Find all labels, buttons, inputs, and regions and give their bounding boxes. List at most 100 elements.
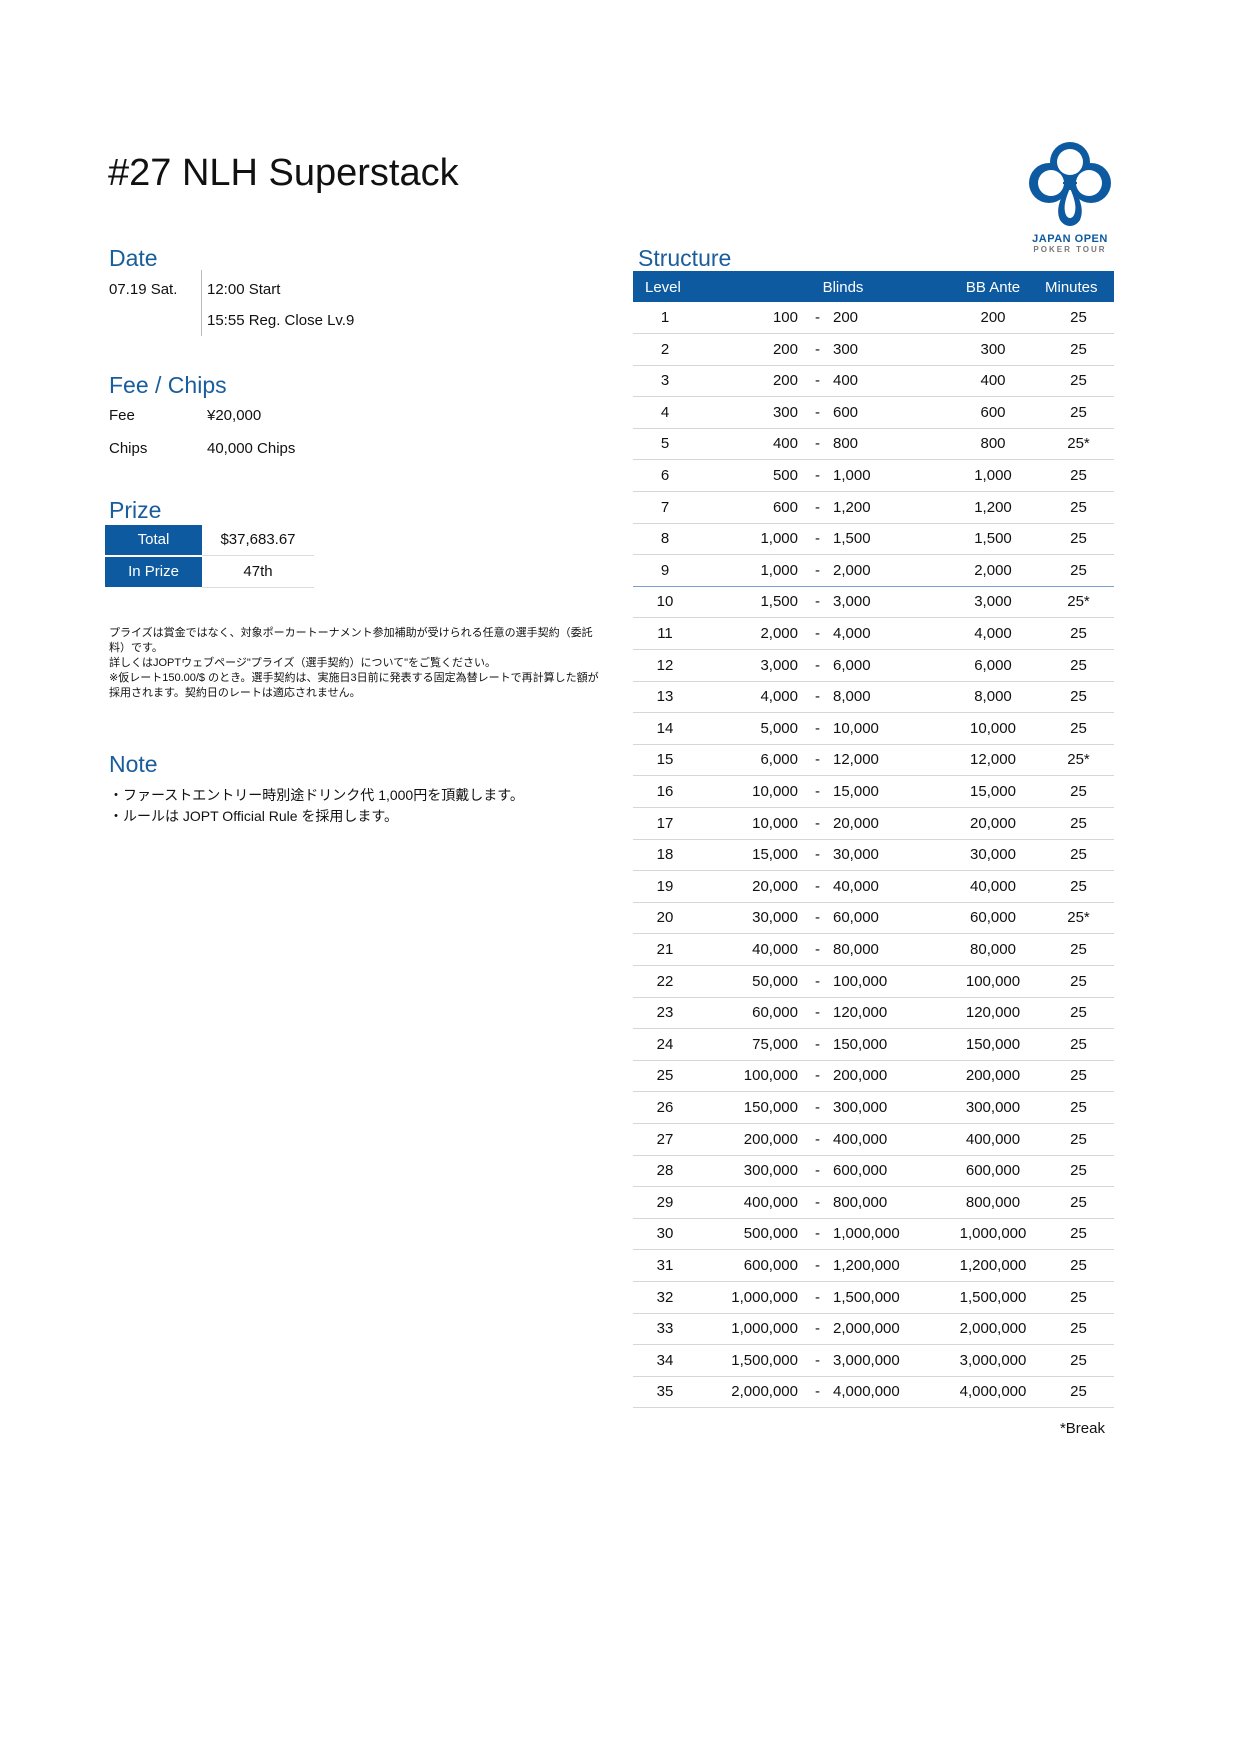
blind-separator: - bbox=[815, 403, 820, 421]
bb-ante: 2,000 bbox=[974, 561, 1012, 579]
small-blind: 100,000 bbox=[743, 1067, 798, 1085]
level: 6 bbox=[660, 467, 670, 484]
table-row: 19 20,000-40,000 40,000 25 bbox=[633, 871, 1114, 903]
small-blind: 1,000,000 bbox=[731, 1288, 798, 1306]
bb-ante: 1,200 bbox=[974, 498, 1012, 516]
level: 17 bbox=[656, 814, 674, 832]
minutes: 25 bbox=[1070, 783, 1087, 800]
minutes: 25 bbox=[1070, 625, 1087, 642]
bb-ante: 600 bbox=[980, 403, 1006, 421]
table-row: 6 500-1,000 1,000 25 bbox=[633, 460, 1114, 492]
bb-ante: 1,200,000 bbox=[959, 1257, 1027, 1274]
level: 34 bbox=[656, 1351, 674, 1369]
minutes: 25 bbox=[1070, 1067, 1087, 1085]
big-blind: 800,000 bbox=[833, 1193, 888, 1211]
structure-table-header: Level Blinds BB Ante Minutes bbox=[633, 271, 1114, 302]
level: 16 bbox=[656, 783, 674, 800]
blind-separator: - bbox=[815, 593, 820, 611]
level: 31 bbox=[656, 1257, 674, 1274]
level: 19 bbox=[656, 877, 674, 895]
jopt-logo: JAPAN OPEN POKER TOUR bbox=[1025, 138, 1115, 254]
level: 22 bbox=[656, 972, 674, 990]
small-blind: 60,000 bbox=[752, 1004, 798, 1022]
bb-ante: 40,000 bbox=[970, 877, 1016, 895]
date-divider bbox=[201, 270, 202, 336]
big-blind: 1,500 bbox=[833, 530, 871, 548]
minutes: 25 bbox=[1070, 1099, 1087, 1116]
fee-label: Fee bbox=[109, 407, 135, 424]
chips-value: 40,000 Chips bbox=[207, 440, 296, 457]
level: 27 bbox=[656, 1130, 674, 1148]
bb-ante: 150,000 bbox=[965, 1035, 1021, 1053]
blind-separator: - bbox=[815, 814, 820, 832]
blind-separator: - bbox=[815, 846, 820, 864]
small-blind: 10,000 bbox=[752, 814, 798, 832]
bb-ante: 1,000 bbox=[974, 467, 1012, 484]
bb-ante: 400 bbox=[980, 372, 1006, 390]
level: 18 bbox=[656, 846, 674, 864]
blind-separator: - bbox=[815, 688, 820, 706]
table-row: 11 2,000-4,000 4,000 25 bbox=[633, 618, 1114, 650]
total-value: $37,683.67 bbox=[202, 525, 314, 556]
bb-ante: 2,000,000 bbox=[959, 1320, 1027, 1338]
big-blind: 3,000,000 bbox=[833, 1351, 900, 1369]
big-blind: 60,000 bbox=[833, 909, 879, 927]
blind-separator: - bbox=[815, 877, 820, 895]
small-blind: 500 bbox=[772, 467, 798, 484]
table-row: 21 40,000-80,000 80,000 25 bbox=[633, 934, 1114, 966]
big-blind: 1,000,000 bbox=[833, 1225, 900, 1243]
big-blind: 200,000 bbox=[833, 1067, 888, 1085]
big-blind: 1,200,000 bbox=[833, 1257, 900, 1274]
table-row: 17 10,000-20,000 20,000 25 bbox=[633, 808, 1114, 840]
blind-separator: - bbox=[815, 1035, 820, 1053]
minutes: 25 bbox=[1070, 1288, 1087, 1306]
table-row: 4 300-600 600 25 bbox=[633, 397, 1114, 429]
small-blind: 20,000 bbox=[752, 877, 798, 895]
big-blind: 150,000 bbox=[833, 1035, 888, 1053]
reg-close: 15:55 Reg. Close Lv.9 bbox=[207, 312, 355, 329]
small-blind: 10,000 bbox=[752, 783, 798, 800]
blind-separator: - bbox=[815, 561, 820, 579]
table-row: 3 200-400 400 25 bbox=[633, 365, 1114, 398]
start-time: 12:00 Start bbox=[207, 281, 281, 298]
big-blind: 4,000 bbox=[833, 625, 871, 642]
blind-separator: - bbox=[815, 1257, 820, 1274]
big-blind: 3,000 bbox=[833, 593, 871, 611]
small-blind: 1,000,000 bbox=[731, 1320, 798, 1338]
level: 3 bbox=[660, 372, 670, 390]
big-blind: 600 bbox=[833, 403, 859, 421]
bb-ante: 120,000 bbox=[965, 1004, 1021, 1022]
big-blind: 400 bbox=[833, 372, 859, 390]
total-label: Total bbox=[105, 525, 202, 555]
chips-label: Chips bbox=[109, 440, 148, 457]
table-row: 32 1,000,000-1,500,000 1,500,000 25 bbox=[633, 1282, 1114, 1314]
table-row: 35 2,000,000-4,000,000 4,000,000 25 bbox=[633, 1376, 1114, 1409]
minutes: 25 bbox=[1070, 1162, 1087, 1180]
small-blind: 200 bbox=[772, 340, 798, 358]
small-blind: 15,000 bbox=[752, 846, 798, 864]
minutes: 25 bbox=[1070, 1320, 1087, 1338]
big-blind: 80,000 bbox=[833, 941, 879, 958]
table-row: 5 400-800 800 25* bbox=[633, 428, 1114, 461]
minutes: 25 bbox=[1070, 719, 1087, 737]
table-row: 26 150,000-300,000 300,000 25 bbox=[633, 1092, 1114, 1124]
disclaimer-line: ※仮レート150.00/$ のとき。選手契約は、実施日3日前に発表する固定為替レ… bbox=[109, 672, 599, 699]
level: 26 bbox=[656, 1099, 674, 1116]
bb-ante: 800 bbox=[980, 435, 1006, 453]
big-blind: 10,000 bbox=[833, 719, 879, 737]
level: 14 bbox=[656, 719, 674, 737]
small-blind: 3,000 bbox=[760, 656, 798, 674]
table-row: 15 6,000-12,000 12,000 25* bbox=[633, 744, 1114, 777]
small-blind: 400 bbox=[772, 435, 798, 453]
table-row: 14 5,000-10,000 10,000 25 bbox=[633, 713, 1114, 745]
big-blind: 30,000 bbox=[833, 846, 879, 864]
table-row: 29 400,000-800,000 800,000 25 bbox=[633, 1187, 1114, 1219]
level: 10 bbox=[656, 593, 674, 611]
table-row: 31 600,000-1,200,000 1,200,000 25 bbox=[633, 1250, 1114, 1282]
big-blind: 120,000 bbox=[833, 1004, 888, 1022]
bb-ante: 12,000 bbox=[970, 751, 1016, 769]
level: 35 bbox=[656, 1383, 674, 1401]
big-blind: 40,000 bbox=[833, 877, 879, 895]
minutes: 25* bbox=[1067, 909, 1090, 927]
minutes: 25 bbox=[1070, 688, 1087, 706]
